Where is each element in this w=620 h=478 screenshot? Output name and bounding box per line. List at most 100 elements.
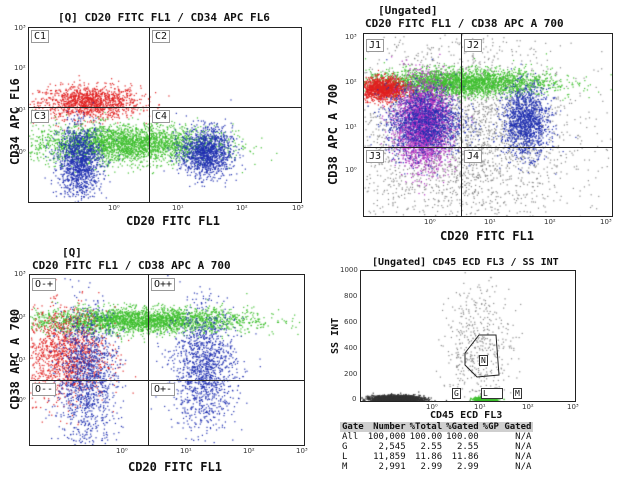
table-cell: 11.86 [415, 452, 443, 462]
panel-3-scatter-points [30, 275, 304, 445]
panel-4-y-tick: 600 [344, 318, 358, 326]
panel-4-x-tick: 10⁰ [426, 403, 438, 411]
table-row: All 100,000 100.00 100.00 N/A [340, 432, 533, 442]
panel-1-y-tick: 10³ [14, 24, 26, 32]
panel-2-quadrant-label: J4 [464, 150, 483, 163]
panel-3-y-tick: 10⁰ [14, 396, 26, 404]
panel-3-y-tick: 10³ [14, 270, 26, 278]
panel-2-x-tick: 10¹ [484, 218, 496, 226]
panel-2-quadrant-vline [461, 34, 462, 216]
panel-1-y-tick: 10⁰ [14, 148, 26, 156]
panel-1-quadrant-label: C3 [31, 110, 50, 123]
panel-1-quadrant-hline [29, 107, 301, 108]
panel-1-plot-area: C1 C2 C3 C4 [28, 27, 302, 203]
panel-4-y-axis-label: SS INT [330, 317, 341, 354]
panel-4-x-tick: 10¹ [474, 403, 486, 411]
panel-4-gate-label: G [452, 388, 461, 399]
panel-3-quadrant-label: O-- [32, 383, 57, 396]
panel-4-x-tick: 10³ [567, 403, 579, 411]
column-header: %Total [407, 422, 445, 432]
table-row: L 11,859 11.86 11.86 N/A [340, 452, 533, 462]
panel-2-y-tick: 10² [345, 78, 357, 86]
panel-2-x-tick: 10³ [600, 218, 612, 226]
table-row: G 2,545 2.55 2.55 N/A [340, 442, 533, 452]
table-cell: 2.55 [420, 442, 443, 452]
panel-1-x-axis-label: CD20 FITC FL1 [126, 214, 220, 228]
table-cell: 100.00 [409, 432, 443, 442]
panel-4-plot-area: N G L M [360, 270, 576, 402]
panel-4-gate-label: M [513, 388, 522, 399]
panel-1-title: [Q] CD20 FITC FL1 / CD34 APC FL6 [58, 11, 270, 24]
panel-3-x-tick: 10³ [296, 447, 308, 455]
panel-2-y-axis-label: CD38 APC A 700 [326, 83, 340, 185]
table-cell: G [342, 442, 348, 452]
panel-2-plot-area: J1 J2 J3 J4 [363, 33, 613, 217]
panel-3-quadrant-vline [148, 275, 149, 445]
table-cell: 2.99 [420, 462, 443, 472]
panel-3-y-axis-label: CD38 APC A 700 [8, 308, 22, 410]
panel-4-y-tick: 200 [344, 370, 358, 378]
panel-1-x-tick: 10² [236, 204, 248, 212]
panel-3-title-prefix: [Q] [62, 246, 82, 259]
panel-1-y-axis-label: CD34 APC FL6 [8, 78, 22, 165]
panel-3-x-tick: 10¹ [180, 447, 192, 455]
column-header: Number [365, 422, 408, 432]
panel-2-quadrant-label: J1 [366, 39, 385, 52]
panel-2-y-tick: 10³ [345, 33, 357, 41]
panel-3-x-tick: 10⁰ [116, 447, 128, 455]
panel-2-scatter-points [364, 34, 612, 216]
panel-1-quadrant-vline [149, 28, 150, 202]
panel-3-x-axis-label: CD20 FITC FL1 [128, 460, 222, 474]
panel-2-quadrant-hline [364, 147, 612, 148]
panel-4-gate-label: N [479, 355, 488, 366]
table-cell: 100,000 [367, 432, 406, 442]
table-row: M 2,991 2.99 2.99 N/A [340, 462, 533, 472]
table-header-row: Gate Number %Total %Gated %GP Gated [340, 422, 534, 432]
panel-4-gate-label: L [481, 388, 503, 399]
panel-2-quadrant-label: J3 [366, 150, 385, 163]
table-cell: 2,991 [378, 462, 406, 472]
panel-1-x-tick: 10¹ [172, 204, 184, 212]
panel-3-quadrant-hline [30, 380, 304, 381]
panel-3-quadrant-label: O++ [151, 278, 176, 291]
panel-2-quadrant-label: J2 [464, 39, 483, 52]
panel-4-gate-n-polygon [464, 334, 500, 378]
panel-1-quadrant-label: C4 [152, 110, 171, 123]
column-header: Gate [340, 422, 366, 432]
table-cell: 11.86 [451, 452, 479, 462]
panel-3-plot-area: O-+ O++ O-- O+- [29, 274, 305, 446]
table-cell: M [342, 462, 348, 472]
panel-2-y-tick: 10¹ [345, 123, 357, 131]
panel-1-quadrant-label: C1 [31, 30, 50, 43]
gate-statistics-table: Gate Number %Total %Gated %GP Gated All … [340, 422, 534, 472]
panel-4-y-tick: 0 [352, 395, 357, 403]
panel-2-x-tick: 10⁰ [424, 218, 436, 226]
column-header: %Gated [444, 422, 481, 432]
panel-2-x-axis-label: CD20 FITC FL1 [440, 229, 534, 243]
table-cell: N/A [515, 462, 532, 472]
panel-3-y-tick: 10² [14, 313, 26, 321]
panel-1-x-tick: 10³ [292, 204, 304, 212]
panel-1-y-tick: 10² [14, 64, 26, 72]
table-cell: 2,545 [378, 442, 406, 452]
table-cell: 11,859 [373, 452, 406, 462]
column-header: %GP Gated [480, 422, 534, 432]
table-cell: 100.00 [446, 432, 479, 442]
panel-1-x-tick: 10⁰ [108, 204, 120, 212]
panel-4-y-tick: 1000 [340, 266, 358, 274]
panel-2-title: CD20 FITC FL1 / CD38 APC A 700 [365, 17, 564, 30]
table-cell: 2.55 [456, 442, 479, 452]
table-cell: N/A [515, 452, 532, 462]
panel-4-scatter-points [361, 271, 575, 401]
panel-3-quadrant-label: O+- [151, 383, 176, 396]
table-cell: N/A [515, 432, 532, 442]
panel-2-y-tick: 10⁰ [345, 166, 357, 174]
panel-3-title: CD20 FITC FL1 / CD38 APC A 700 [32, 259, 231, 272]
table-cell: N/A [515, 442, 532, 452]
panel-4-x-tick: 10² [522, 403, 534, 411]
panel-2-title-prefix: [Ungated] [378, 4, 438, 17]
panel-4-y-tick: 400 [344, 344, 358, 352]
panel-3-y-tick: 10¹ [14, 356, 26, 364]
panel-4-title: [Ungated] CD45 ECD FL3 / SS INT [372, 257, 559, 268]
panel-4-y-tick: 800 [344, 292, 358, 300]
